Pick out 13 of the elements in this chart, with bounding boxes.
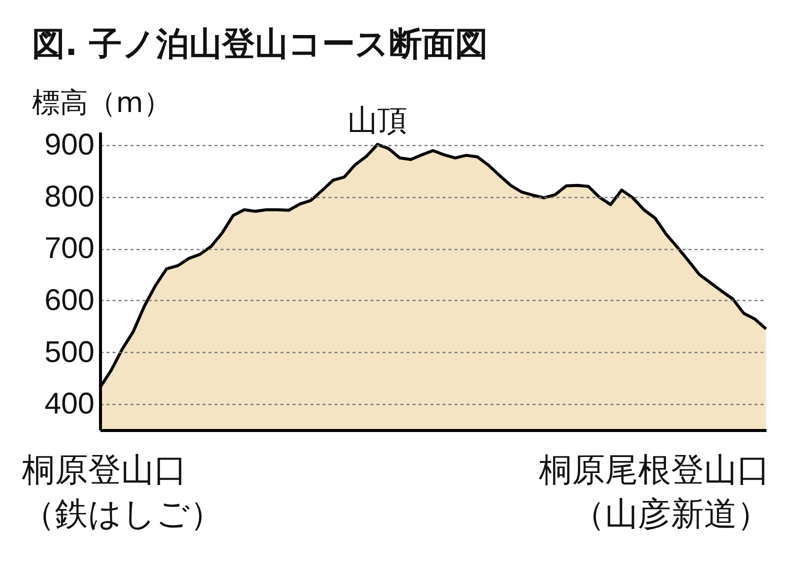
y-tick-label: 500 [44,336,94,369]
text: （鉄はしご） [22,493,223,535]
y-tick-label: 400 [44,388,94,421]
chart-title: 図. 子ノ泊山登山コース断面図 [32,23,488,65]
y-tick-label: 700 [44,232,94,266]
y-tick-label: 900 [44,128,94,162]
text: 桐原登山口 [22,449,188,491]
y-tick-label: 800 [44,180,94,214]
annotation: 山頂 [348,103,408,138]
y-tick-label: 600 [44,284,94,317]
text: （山彦新道） [571,493,770,535]
y-axis-title: 標高（m） [32,85,172,121]
text: 桐原尾根登山口 [539,449,770,491]
